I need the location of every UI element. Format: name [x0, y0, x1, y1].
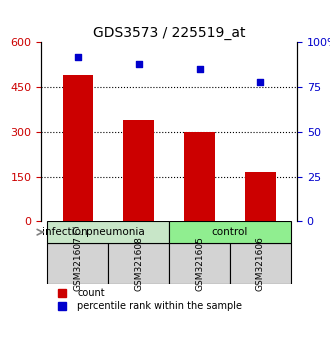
- FancyBboxPatch shape: [47, 243, 108, 284]
- Text: C. pneumonia: C. pneumonia: [72, 227, 145, 237]
- Text: control: control: [212, 227, 248, 237]
- FancyBboxPatch shape: [108, 243, 169, 284]
- Point: [136, 61, 141, 67]
- Point: [197, 67, 202, 72]
- Bar: [123, 120, 154, 221]
- Text: count: count: [77, 287, 105, 298]
- Title: GDS3573 / 225519_at: GDS3573 / 225519_at: [93, 26, 246, 40]
- FancyBboxPatch shape: [230, 243, 291, 284]
- Bar: [63, 75, 93, 221]
- Text: infection: infection: [43, 227, 88, 237]
- Bar: [184, 132, 215, 221]
- Text: GSM321607: GSM321607: [73, 236, 82, 291]
- Text: GSM321606: GSM321606: [256, 236, 265, 291]
- FancyBboxPatch shape: [169, 243, 230, 284]
- Text: GSM321608: GSM321608: [134, 236, 143, 291]
- Point: [75, 54, 81, 59]
- Bar: [245, 172, 276, 221]
- Text: GSM321605: GSM321605: [195, 236, 204, 291]
- Point: [258, 79, 263, 85]
- FancyBboxPatch shape: [169, 221, 291, 243]
- Text: percentile rank within the sample: percentile rank within the sample: [77, 301, 242, 311]
- FancyBboxPatch shape: [47, 221, 169, 243]
